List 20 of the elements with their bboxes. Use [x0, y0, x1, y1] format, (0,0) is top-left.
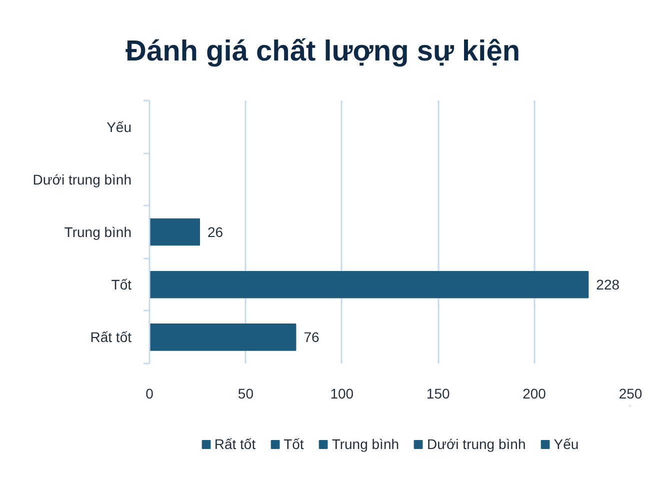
data-label: 26 [208, 224, 224, 240]
x-tick-label: 50 [238, 386, 254, 402]
chart-title: Đánh giá chất lượng sự kiện [126, 36, 520, 68]
x-tick-label: 200 [522, 386, 546, 402]
legend-label: Trung bình [332, 436, 400, 452]
y-tick-label: Rất tốt [90, 329, 132, 346]
data-label: 76 [304, 329, 320, 346]
y-tick-label: Yếu [106, 118, 132, 135]
legend-label: Tốt [284, 436, 304, 452]
data-label: 228 [596, 276, 620, 293]
legend-label: Yếu [554, 436, 579, 452]
legend-label: Rất tốt [214, 436, 256, 452]
x-tick-label: 0 [146, 386, 154, 402]
y-tick-label: Dưới trung bình [32, 171, 132, 188]
y-tick-label: Tốt [111, 276, 132, 293]
x-tick-label: 100 [330, 386, 354, 402]
x-tick-label: 250 [618, 386, 642, 402]
x-tick-label: 150 [426, 386, 450, 402]
y-tick-label: Trung bình [64, 224, 132, 240]
legend-label: Dưới trung bình [427, 436, 526, 452]
